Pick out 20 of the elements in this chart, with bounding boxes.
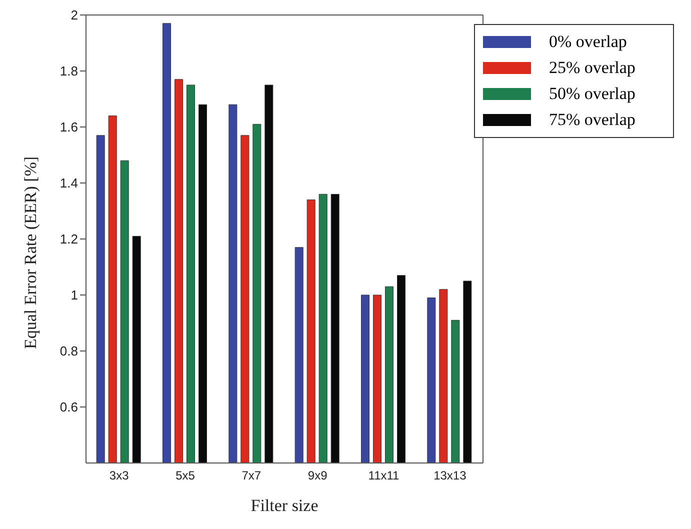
legend-label: 50% overlap xyxy=(549,84,636,104)
y-tick-label: 0.8 xyxy=(60,344,78,359)
x-tick-label: 13x13 xyxy=(434,468,467,483)
x-tick-label: 7x7 xyxy=(242,468,262,483)
x-tick-label: 9x9 xyxy=(308,468,328,483)
y-tick-label: 1 xyxy=(70,288,78,303)
x-tick-label: 3x3 xyxy=(109,468,130,483)
legend-label: 25% overlap xyxy=(549,58,636,78)
y-tick-label: 1.6 xyxy=(60,120,78,135)
y-tick-label: 0.6 xyxy=(60,400,78,415)
legend-label: 0% overlap xyxy=(549,32,627,52)
x-axis-title: Filter size xyxy=(250,496,318,515)
y-tick-label: 1.2 xyxy=(60,232,78,247)
x-tick-label: 11x11 xyxy=(368,468,400,483)
y-tick-label: 1.4 xyxy=(60,176,78,191)
x-tick-label: 5x5 xyxy=(176,468,196,483)
y-axis-title: Equal Error Rate (EER) [%] xyxy=(21,156,40,349)
y-tick-label: 1.8 xyxy=(60,64,78,79)
legend-label: 75% overlap xyxy=(549,110,636,130)
y-tick-label: 2 xyxy=(70,8,78,23)
